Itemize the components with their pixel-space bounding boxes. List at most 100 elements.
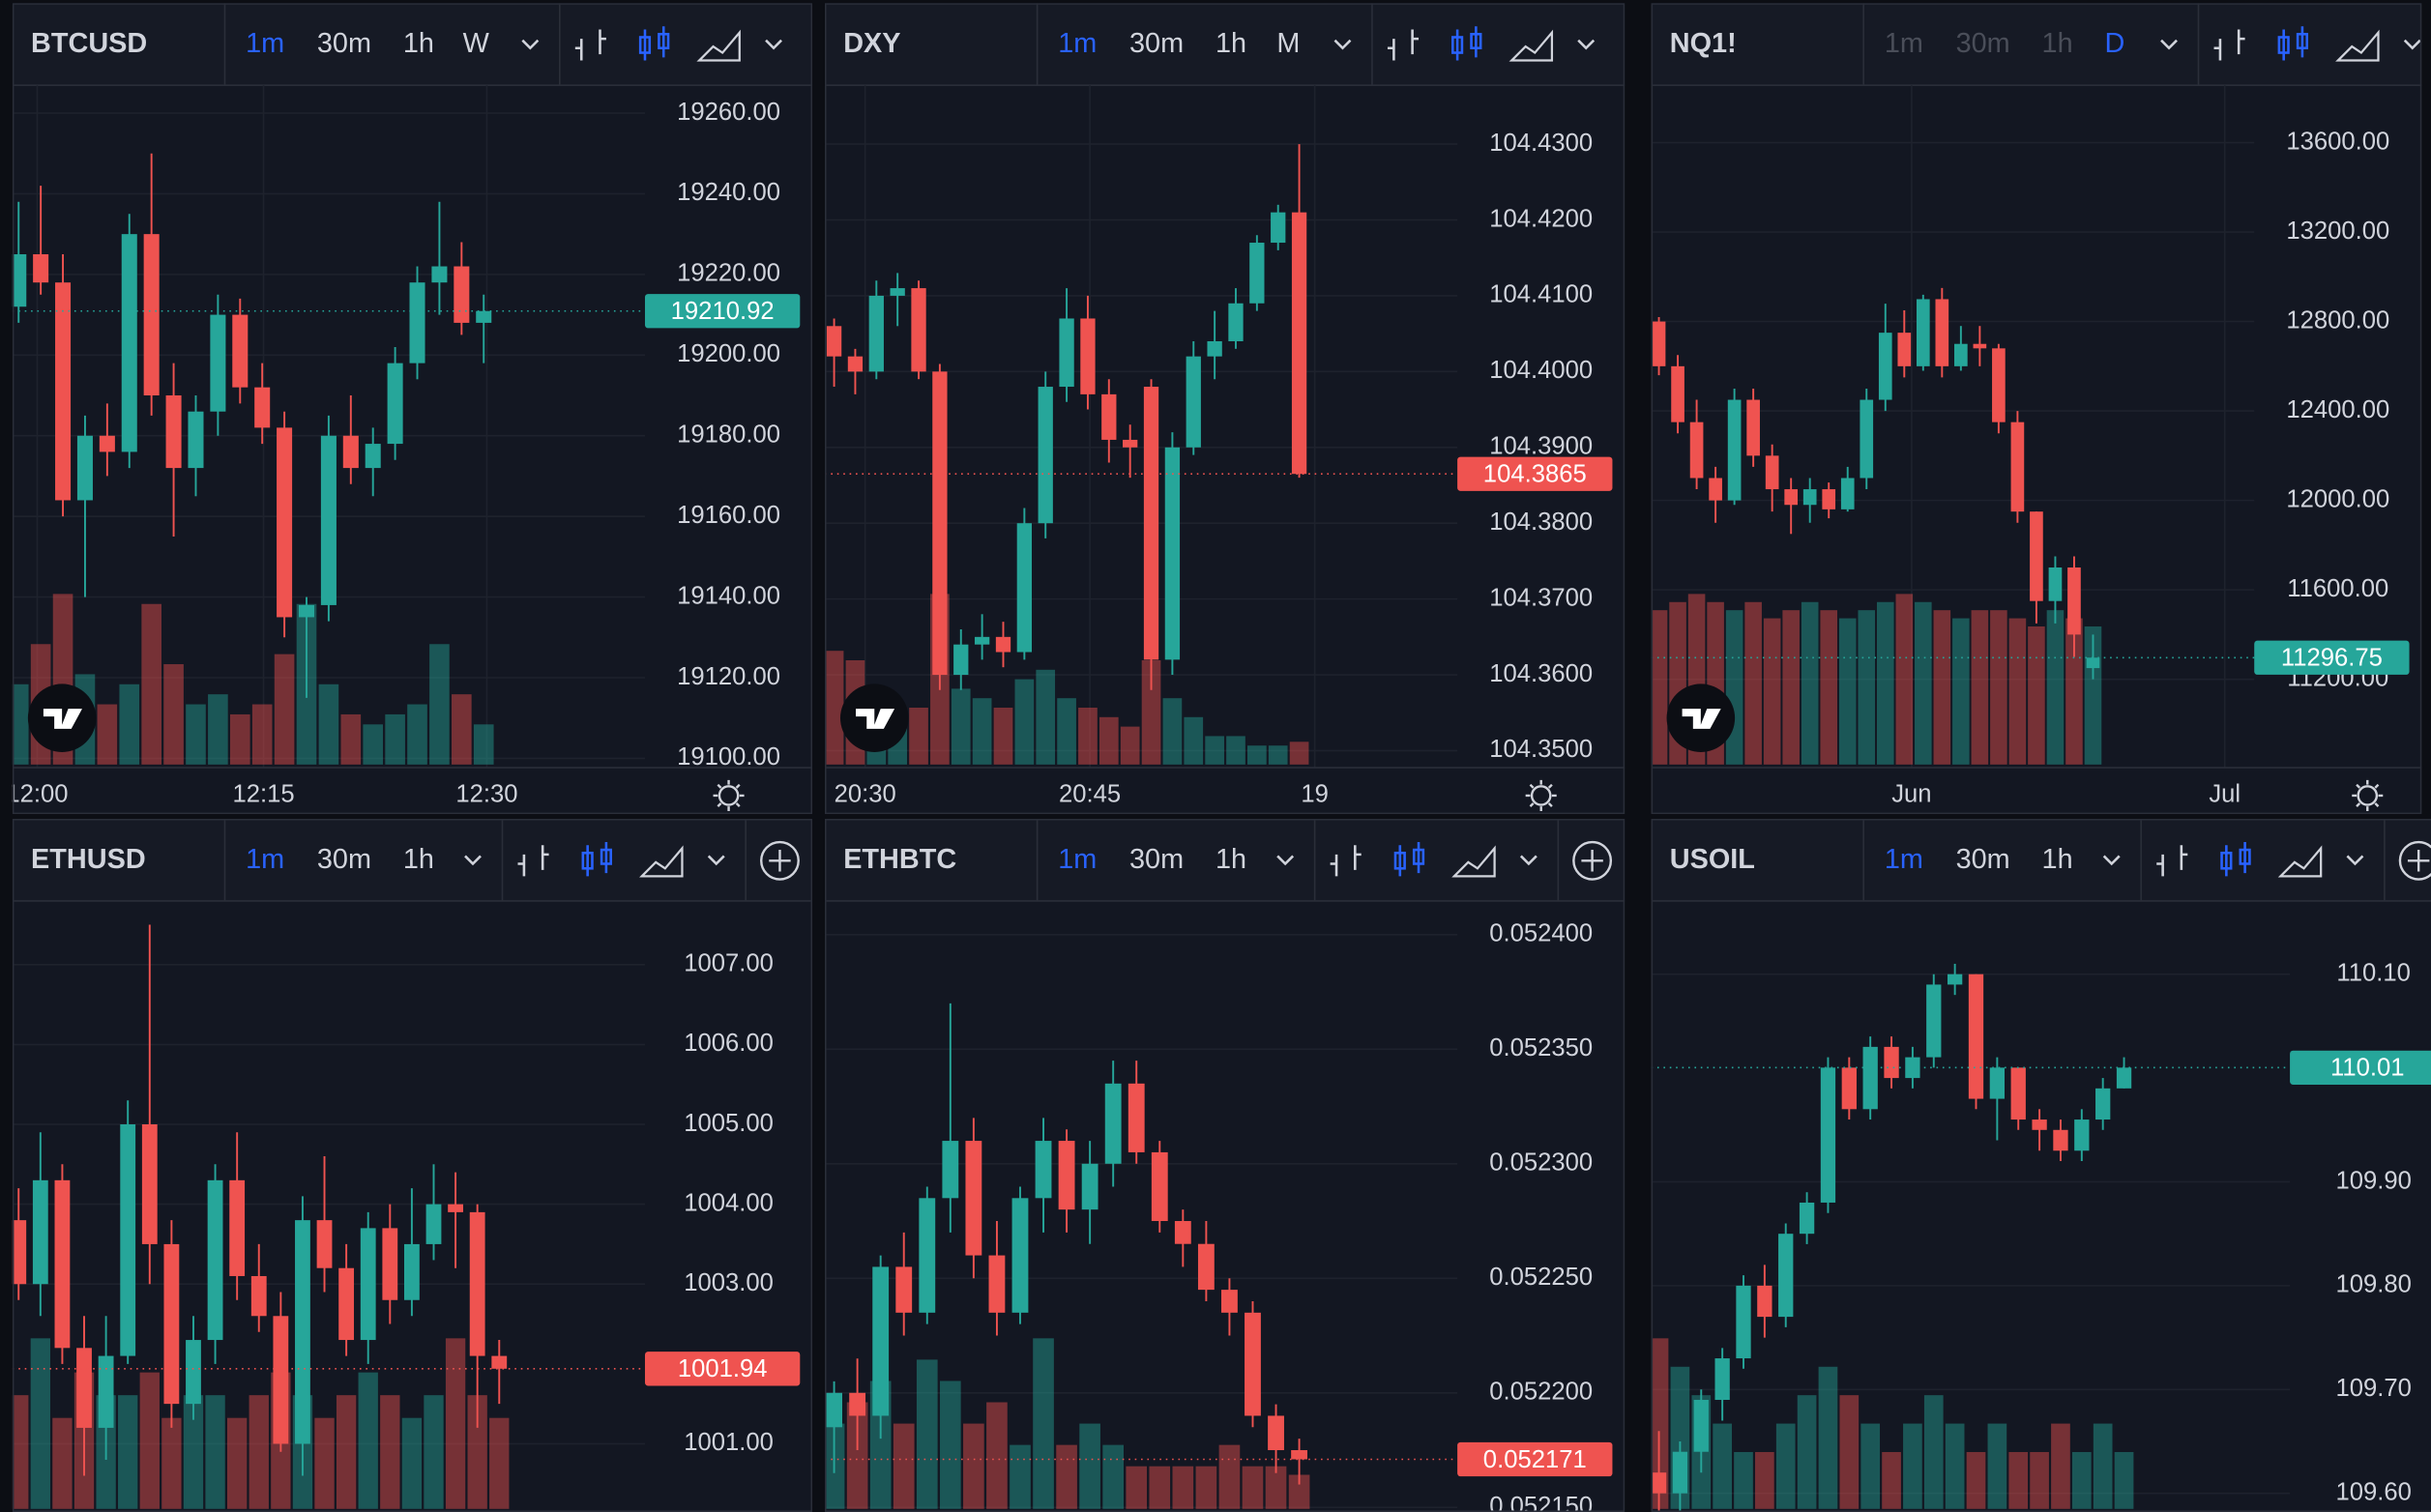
last-price-label: 110.01 <box>2330 1055 2405 1082</box>
candle-body <box>1035 1141 1052 1199</box>
panel-border <box>824 818 1626 1512</box>
interval-button[interactable]: 1h <box>2042 28 2073 59</box>
interval-button[interactable]: W <box>463 28 490 59</box>
area-style-icon[interactable] <box>696 29 741 62</box>
candle-body <box>316 1220 333 1268</box>
bar-style-icon[interactable] <box>1330 845 1362 877</box>
settings-gear[interactable] <box>2357 785 2379 806</box>
volume-bar <box>1184 716 1204 765</box>
interval-button[interactable]: 1m <box>1058 844 1097 875</box>
dropdown-chevron[interactable] <box>2403 39 2421 50</box>
dropdown-chevron[interactable] <box>765 39 782 50</box>
candle-style-icon[interactable] <box>2282 26 2304 61</box>
symbol-name[interactable]: ETHUSD <box>31 844 146 875</box>
y-tick-label: 110.10 <box>2336 959 2411 986</box>
dropdown-chevron[interactable] <box>1577 39 1596 50</box>
area-style-icon[interactable] <box>1451 845 1496 878</box>
interval-button[interactable]: 30m <box>1129 28 1184 59</box>
area-style-icon[interactable] <box>639 845 684 878</box>
candle-style-icon[interactable] <box>586 842 608 877</box>
bar-style-icon[interactable] <box>2213 29 2245 61</box>
candle-body <box>210 314 226 412</box>
candle-style-icon[interactable] <box>643 26 665 61</box>
candle-body <box>277 427 293 618</box>
panel-border <box>1651 818 2431 1512</box>
volume-bar <box>429 644 450 765</box>
interval-button[interactable]: 1h <box>2042 844 2073 875</box>
dropdown-chevron[interactable] <box>521 39 540 50</box>
candle-body <box>1101 393 1117 440</box>
dropdown-chevron[interactable] <box>464 855 482 866</box>
candle-body <box>1841 1067 1857 1110</box>
candle-body <box>847 356 864 372</box>
y-tick-label: 104.4100 <box>1489 281 1593 308</box>
interval-button[interactable]: 1m <box>246 28 284 59</box>
area-style-icon[interactable] <box>2335 29 2380 62</box>
dropdown-chevron[interactable] <box>1519 855 1538 866</box>
dropdown-chevron[interactable] <box>707 855 725 866</box>
volume-bar <box>1079 1423 1100 1509</box>
area-style-icon[interactable] <box>2277 845 2323 878</box>
interval-button[interactable]: 30m <box>317 28 371 59</box>
interval-button[interactable]: 1h <box>403 844 434 875</box>
bar-style-icon[interactable] <box>1387 29 1420 61</box>
candle-body <box>2010 422 2025 512</box>
interval-button[interactable]: 1h <box>1216 844 1246 875</box>
symbol-name[interactable]: DXY <box>843 28 900 59</box>
settings-gear[interactable] <box>1530 785 1552 806</box>
volume-bar <box>1078 708 1098 765</box>
panel-header <box>12 818 813 901</box>
interval-button[interactable]: 1m <box>1885 28 1923 59</box>
volume-bar <box>226 1417 248 1509</box>
dropdown-chevron[interactable] <box>2102 855 2121 866</box>
symbol-name[interactable]: USOIL <box>1670 844 1755 875</box>
dropdown-chevron[interactable] <box>2160 39 2178 50</box>
volume-bar <box>119 683 140 765</box>
candle-style-icon[interactable] <box>2225 842 2246 877</box>
chart-panel: ETHBTC 1m 30m 1h 0.052400 0.052350 0.052300 0.0… <box>824 818 1626 1512</box>
bar-style-icon[interactable] <box>574 29 606 61</box>
symbol-name[interactable]: NQ1! <box>1670 28 1737 59</box>
candle-body <box>995 636 1011 653</box>
candle-style-icon-body <box>638 36 652 54</box>
interval-button[interactable]: 1m <box>1885 844 1923 875</box>
y-tick-label: 104.4200 <box>1489 205 1593 232</box>
dropdown-chevron[interactable] <box>1333 39 1352 50</box>
add-chart-button[interactable] <box>2398 840 2431 881</box>
volume-bar <box>1915 601 1932 765</box>
interval-button[interactable]: D <box>2105 28 2125 59</box>
candle-body <box>207 1179 223 1341</box>
symbol-name[interactable]: ETHBTC <box>843 844 956 875</box>
interval-button[interactable]: 30m <box>317 844 371 875</box>
volume-bar <box>1797 1395 1817 1509</box>
last-price-tag <box>644 1352 801 1386</box>
settings-gear[interactable] <box>718 785 740 806</box>
candle-body <box>382 1228 398 1300</box>
interval-button[interactable]: 30m <box>1129 844 1184 875</box>
candle-style-icon[interactable] <box>1398 842 1421 877</box>
candle-style-icon-body <box>2239 848 2251 865</box>
bar-style-icon[interactable] <box>2156 845 2188 877</box>
interval-button[interactable]: 1h <box>403 28 434 59</box>
volume-bar <box>1014 679 1035 765</box>
candle-style-icon[interactable] <box>1455 26 1478 61</box>
interval-button[interactable]: 1m <box>1058 28 1097 59</box>
interval-button[interactable]: 30m <box>1956 28 2010 59</box>
add-chart-plus <box>769 850 791 872</box>
interval-button[interactable]: 1h <box>1216 28 1246 59</box>
interval-button[interactable]: 1m <box>246 844 284 875</box>
candle-body <box>448 1204 463 1212</box>
add-chart-button[interactable] <box>760 840 800 881</box>
candle-body <box>229 1179 246 1276</box>
dropdown-chevron[interactable] <box>2346 855 2364 866</box>
interval-button[interactable]: 30m <box>1956 844 2010 875</box>
y-tick-label: 104.3500 <box>1489 736 1593 763</box>
area-style-icon[interactable] <box>1508 29 1554 62</box>
bar-style-icon[interactable] <box>517 845 549 877</box>
interval-button[interactable]: M <box>1276 28 1300 59</box>
y-tick-label: 19180.00 <box>677 422 780 449</box>
candle-body <box>2053 1129 2068 1151</box>
dropdown-chevron[interactable] <box>1276 855 1295 866</box>
symbol-name[interactable]: BTCUSD <box>31 28 147 59</box>
add-chart-button[interactable] <box>1572 840 1613 881</box>
